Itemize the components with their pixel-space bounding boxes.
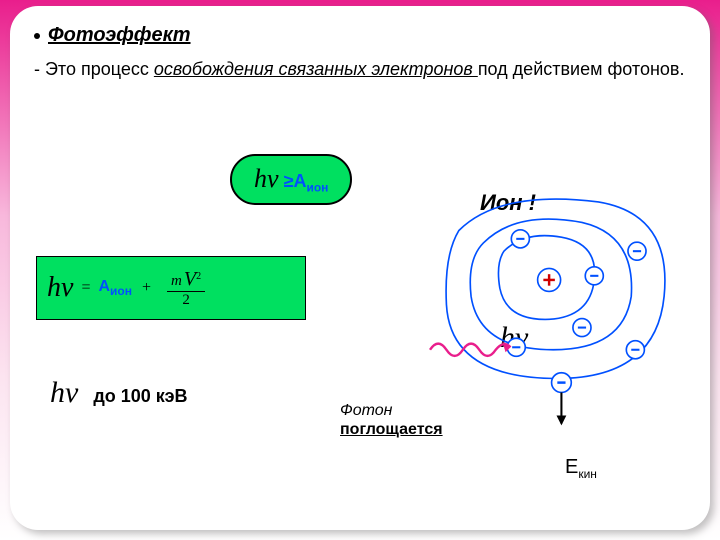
definition-suffix: под действием фотонов. <box>478 59 685 79</box>
title-row: Фотоэффект <box>34 24 686 47</box>
atom-diagram <box>390 206 700 436</box>
hv-symbol-pill: hν <box>254 164 279 193</box>
hv-symbol-formula: hν <box>47 272 73 304</box>
work-function: Аион <box>98 278 132 298</box>
energy-range: hν до 100 кэВ <box>50 376 188 410</box>
absorb-line1: Фотон <box>340 402 392 419</box>
atom-svg <box>390 206 700 436</box>
bullet-icon <box>34 33 40 39</box>
definition-text: - Это процесс освобождения связанных эле… <box>34 57 686 82</box>
range-text: до 100 кэВ <box>93 386 187 406</box>
fraction-denominator: 2 <box>182 292 190 309</box>
definition-prefix: - Это процесс <box>34 59 154 79</box>
hv-symbol-range: hν <box>50 376 78 409</box>
fraction-numerator: mV2 <box>167 268 205 292</box>
equals-sign: = <box>81 279 90 297</box>
condition-pill: hν ≥Аион <box>230 154 352 205</box>
energy-formula: hν = Аион + mV2 2 <box>36 256 306 320</box>
kinetic-energy-label: Екин <box>565 456 597 481</box>
plus-sign: + <box>142 279 151 297</box>
definition-underlined: освобождения связанных электронов <box>154 59 478 79</box>
slide-title: Фотоэффект <box>48 24 191 47</box>
pill-geq-A: ≥Аион <box>284 171 329 191</box>
slide-card: Фотоэффект - Это процесс освобождения св… <box>10 6 710 530</box>
kinetic-fraction: mV2 2 <box>167 268 205 309</box>
